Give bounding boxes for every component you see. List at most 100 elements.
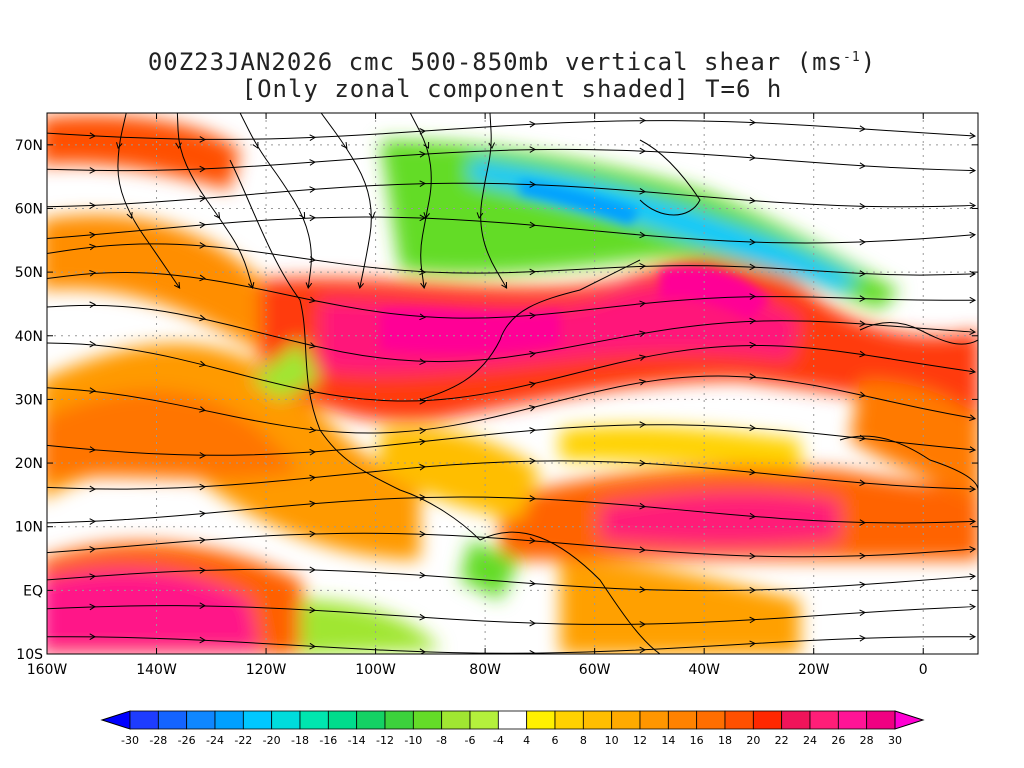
title-unit-superscript: -1 — [843, 50, 861, 65]
streamline-arrow — [419, 463, 427, 471]
streamline — [47, 148, 976, 172]
streamline-arrow — [969, 231, 977, 239]
streamline — [320, 113, 372, 289]
lon-label: 60W — [579, 662, 611, 678]
colorbar-label: -30 — [121, 734, 139, 747]
colorbar-max-arrow — [894, 710, 925, 730]
streamline-arrow — [174, 281, 181, 289]
title-line1-suffix: ) — [860, 48, 877, 76]
streamline-arrow — [419, 151, 427, 158]
streamline-arrow — [529, 181, 537, 188]
colorbar-swatch — [242, 710, 273, 730]
streamline-arrow — [309, 159, 317, 166]
streamline-arrow — [309, 448, 317, 456]
streamline-arrow — [309, 342, 317, 349]
streamline-arrow — [89, 603, 97, 611]
streamline-arrow — [89, 301, 97, 309]
streamline-arrow — [749, 238, 757, 246]
streamline-arrow — [199, 510, 207, 518]
colorbar-swatch — [667, 710, 698, 730]
colorbar-label: 4 — [523, 734, 530, 747]
streamline-arrow — [529, 381, 537, 388]
colorbar-swatch — [781, 710, 811, 730]
streamline — [47, 496, 976, 524]
streamline-arrow — [247, 282, 255, 290]
streamline — [47, 605, 976, 625]
colorbar-swatch — [497, 710, 528, 730]
streamline-arrow — [749, 119, 757, 126]
streamline-arrow — [529, 221, 537, 229]
colorbar-label: -26 — [178, 734, 196, 747]
colorbar-swatch — [724, 710, 754, 730]
lon-label: 160W — [27, 662, 68, 678]
colorbar-label: -12 — [376, 734, 394, 747]
streamline-arrow — [309, 530, 317, 538]
streamline-arrow — [639, 620, 647, 628]
streamline-arrow — [529, 120, 537, 128]
streamline-arrow — [639, 502, 647, 510]
streamline-arrow — [859, 125, 867, 132]
streamline-arrow — [969, 546, 977, 553]
streamline-arrow — [969, 603, 977, 611]
streamline-arrow — [488, 142, 496, 150]
streamline-arrow — [749, 552, 757, 560]
streamline-arrow — [252, 141, 259, 149]
lon-label: 0 — [919, 662, 928, 678]
streamline — [47, 120, 976, 140]
streamline-arrow — [749, 468, 757, 476]
streamline-arrow — [213, 211, 221, 219]
streamline-arrow — [529, 350, 537, 358]
streamline-arrow — [299, 211, 306, 219]
colorbar-swatch — [611, 710, 641, 730]
lat-label: 20N — [15, 456, 43, 472]
colorbar-label: -20 — [263, 734, 281, 747]
streamline-arrow — [639, 646, 647, 654]
colorbar-swatch — [214, 710, 244, 730]
streamline-arrow — [199, 136, 207, 143]
streamline-arrow — [419, 613, 427, 621]
streamline-arrow — [199, 165, 207, 173]
streamline-arrow — [175, 142, 182, 150]
colorbar-label: 26 — [831, 734, 845, 747]
streamline — [239, 113, 312, 289]
colorbar-label: 20 — [746, 734, 760, 747]
streamline-arrow — [357, 282, 365, 290]
colorbar-swatch — [582, 710, 613, 730]
streamline — [176, 113, 254, 289]
lat-label: 40N — [15, 329, 43, 345]
streamline-arrow — [419, 180, 427, 187]
streamline-arrow — [116, 142, 123, 150]
map-frame — [46, 112, 979, 655]
streamline-arrow — [89, 167, 97, 174]
streamline-arrow — [501, 281, 508, 289]
colorbar-swatch — [752, 710, 783, 730]
streamline-arrow — [89, 269, 97, 277]
streamline-arrow — [749, 424, 757, 432]
streamline-arrow — [859, 519, 867, 526]
streamline-arrow — [859, 479, 867, 487]
colorbar-label: 24 — [803, 734, 817, 747]
streamline-arrow — [749, 154, 757, 161]
streamline-arrow — [529, 649, 537, 654]
colorbar-swatch — [327, 710, 358, 730]
streamline-arrow — [859, 203, 867, 210]
streamline — [47, 243, 976, 276]
colorbar-swatch — [186, 710, 216, 730]
colorbar-swatch — [469, 710, 499, 730]
streamline-arrow — [419, 214, 427, 222]
streamline-arrow — [309, 606, 317, 614]
streamline-arrow — [309, 500, 317, 508]
colorbar-label: 8 — [580, 734, 587, 747]
colorbar-swatch — [526, 710, 556, 730]
streamline-arrow — [419, 571, 427, 579]
streamline-arrow — [419, 438, 427, 446]
colorbar-label: -28 — [149, 734, 167, 747]
colorbar-label: 6 — [552, 734, 559, 747]
streamline-arrow — [309, 388, 317, 395]
lon-label: 120W — [246, 662, 287, 678]
streamline-arrow — [199, 537, 207, 544]
streamline-arrow — [199, 274, 207, 282]
streamline-arrow — [529, 427, 537, 434]
lon-label: 140W — [136, 662, 177, 678]
streamline-arrow — [309, 186, 317, 193]
